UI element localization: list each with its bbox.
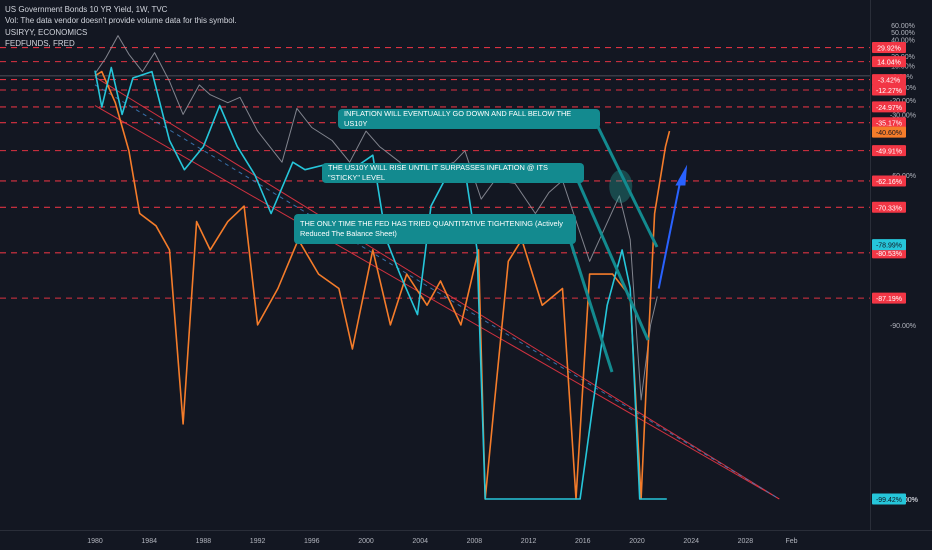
callout-fed-qt-text: THE ONLY TIME THE FED HAS TRIED QUANTITA… xyxy=(300,219,563,238)
x-tick-label: 2020 xyxy=(629,538,645,545)
price-tag-label: -78.99% xyxy=(876,243,902,250)
x-tick-label: 2008 xyxy=(467,538,483,545)
callout-inflation-text: INFLATION WILL EVENTUALLY GO DOWN AND FA… xyxy=(344,109,572,128)
x-tick-label: 1980 xyxy=(87,538,103,545)
trendline-midline-dashed xyxy=(94,84,780,500)
x-tick-label: 2004 xyxy=(412,538,428,545)
callout-us10y-pointer xyxy=(576,180,650,341)
legend-symbol-fedfunds[interactable]: FEDFUNDS, FRED xyxy=(5,39,75,49)
x-tick-label: 1988 xyxy=(196,538,212,545)
price-tag xyxy=(872,239,906,251)
price-tag xyxy=(872,126,906,138)
chart-legend: US Government Bonds 10 YR Yield, 1W, TVC… xyxy=(5,4,237,50)
trendline-channel-lower xyxy=(94,105,780,500)
y-tick-label: -90.00% xyxy=(890,323,916,330)
level-tag xyxy=(872,145,906,157)
x-tick-label: Feb xyxy=(785,538,797,545)
y-tick-label: -30.00% xyxy=(890,112,916,119)
callout-inflation[interactable]: INFLATION WILL EVENTUALLY GO DOWN AND FA… xyxy=(338,109,600,129)
price-tag xyxy=(872,493,906,505)
x-tick-label: 2024 xyxy=(683,538,699,545)
legend-symbol-usiryy[interactable]: USIRYY, ECONOMICS xyxy=(5,27,88,37)
legend-vol-note: Vol: The data vendor doesn't provide vol… xyxy=(5,16,237,26)
level-tag xyxy=(872,56,906,68)
x-tick-label: 1996 xyxy=(304,538,320,545)
x-tick-label: 2012 xyxy=(521,538,537,545)
level-tag-label: -87.19% xyxy=(876,296,902,303)
price-tag-label: -99.42% xyxy=(876,497,902,504)
callout-fed-qt[interactable]: THE ONLY TIME THE FED HAS TRIED QUANTITA… xyxy=(294,214,576,244)
level-tag xyxy=(872,74,906,86)
projection-arrow-head xyxy=(675,164,688,186)
callout-inflation-pointer xyxy=(596,126,659,248)
x-tick-label: 2016 xyxy=(575,538,591,545)
level-tag xyxy=(872,292,906,304)
level-tag xyxy=(872,201,906,213)
level-tag-label: -24.97% xyxy=(876,105,902,112)
y-tick-label: 60.00% xyxy=(891,23,915,30)
level-tag-label: -3.42% xyxy=(878,78,900,85)
level-tag-label: 29.92% xyxy=(877,46,901,53)
y-tick-label: 50.00% xyxy=(891,30,915,37)
level-tag xyxy=(872,117,906,129)
callout-us10y[interactable]: THE US10Y WILL RISE UNTIL IT SURPASSES I… xyxy=(322,163,584,183)
level-tag-label: -80.53% xyxy=(876,251,902,258)
legend-title[interactable]: US Government Bonds 10 YR Yield, 1W, TVC xyxy=(5,5,168,14)
callout-us10y-text: THE US10Y WILL RISE UNTIL IT SURPASSES I… xyxy=(328,163,548,182)
level-tag-label: -49.91% xyxy=(876,149,902,156)
level-tag xyxy=(872,101,906,113)
level-tag xyxy=(872,84,906,96)
level-tag xyxy=(872,175,906,187)
level-tag-label: -35.17% xyxy=(876,121,902,128)
x-tick-label: 1984 xyxy=(141,538,157,545)
x-tick-label: 2000 xyxy=(358,538,374,545)
series-usiryy-line xyxy=(94,70,671,500)
level-tag-label: -70.33% xyxy=(876,205,902,212)
x-tick-label: 1992 xyxy=(250,538,266,545)
level-tag xyxy=(872,42,906,54)
price-tag-label: -40.60% xyxy=(876,130,902,137)
level-tag-label: -62.16% xyxy=(876,179,902,186)
y-tick-label: 40.00% xyxy=(891,37,915,44)
callout-fed-qt-pointer xyxy=(568,239,614,373)
level-tag-label: -12.27% xyxy=(876,88,902,95)
projection-arrow-line xyxy=(657,180,682,289)
level-tag-label: 14.04% xyxy=(877,60,901,67)
x-tick-label: 2028 xyxy=(738,538,754,545)
